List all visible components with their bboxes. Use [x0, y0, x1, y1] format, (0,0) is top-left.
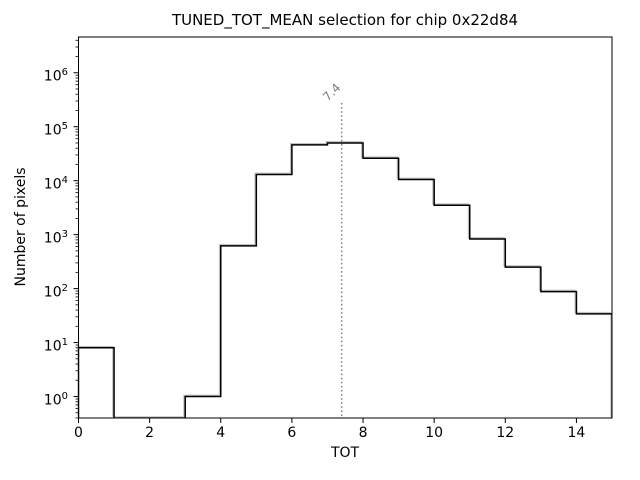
x-tick-label: 6 — [287, 425, 297, 441]
y-tick-label: 100 — [43, 390, 68, 409]
axes-spines — [78, 36, 613, 419]
y-tick-label: 102 — [43, 282, 68, 301]
y-tick-label: 103 — [43, 228, 68, 247]
x-tick-label: 12 — [496, 425, 515, 441]
y-tick-label: 101 — [43, 336, 68, 355]
histogram-path — [78, 142, 612, 418]
y-tick-label: 104 — [43, 174, 68, 193]
y-tick-label: 106 — [43, 66, 68, 85]
chart-title: TUNED_TOT_MEAN selection for chip 0x22d8… — [171, 11, 519, 29]
x-tick-label: 14 — [567, 425, 586, 441]
x-tick-label: 0 — [74, 425, 83, 441]
x-tick-label: 2 — [145, 425, 155, 441]
histogram-shadow-path — [77, 141, 611, 417]
x-tick-label: 8 — [358, 425, 368, 441]
x-axis-label: TOT — [330, 445, 360, 461]
x-tick-label: 10 — [425, 425, 444, 441]
y-tick-label: 105 — [43, 120, 68, 139]
x-tick-label: 4 — [216, 425, 226, 441]
